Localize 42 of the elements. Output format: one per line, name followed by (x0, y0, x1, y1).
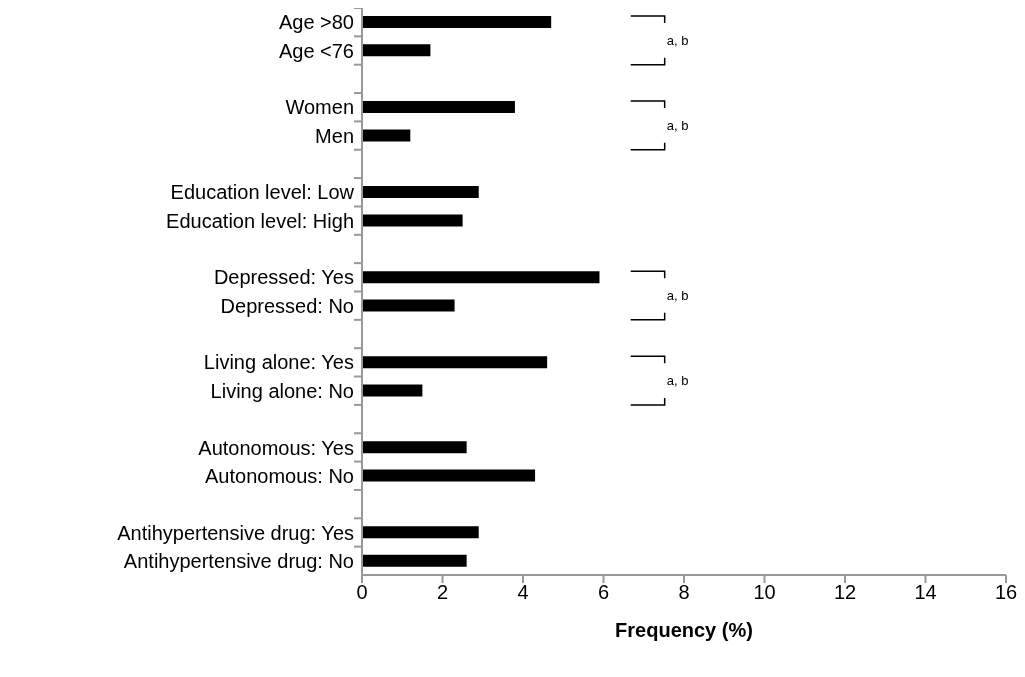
bar (362, 554, 467, 567)
x-tick-label: 10 (753, 581, 776, 604)
y-tick-label: Antihypertensive drug: No (123, 549, 354, 572)
annotation: a, b (666, 288, 689, 304)
bar (362, 129, 411, 142)
x-tick-label: 8 (678, 581, 690, 604)
bar (362, 441, 467, 454)
y-tick-label: Women (285, 96, 354, 119)
bar (362, 526, 479, 539)
annotation: a, b (666, 117, 689, 133)
y-tick-label: Living alone: Yes (203, 351, 354, 374)
x-tick-label: 4 (517, 581, 529, 604)
bar (362, 356, 548, 369)
y-tick-label: Living alone: No (210, 379, 354, 402)
x-tick-label: 2 (436, 581, 449, 604)
x-axis-title: Frequency (%) (615, 619, 753, 641)
x-tick-label: 0 (356, 581, 368, 604)
bar (362, 101, 515, 114)
y-tick-label: Autonomous: Yes (198, 436, 354, 459)
bar (362, 299, 455, 312)
x-tick-label: 6 (597, 581, 610, 604)
bar (362, 186, 479, 199)
annotation: a, b (666, 373, 689, 389)
x-tick-label: 12 (833, 581, 857, 604)
annotation: a, b (666, 32, 689, 48)
y-tick-label: Education level: High (166, 209, 354, 232)
x-tick-label: 14 (914, 581, 937, 604)
y-tick-label: Age <76 (278, 39, 354, 62)
y-tick-label: Depressed: Yes (213, 266, 354, 289)
bar (362, 469, 536, 482)
x-tick-label: 16 (994, 581, 1018, 604)
y-tick-label: Men (315, 124, 354, 147)
bar (362, 16, 552, 28)
y-tick-label: Depressed: No (220, 294, 354, 317)
y-tick-label: Autonomous: No (205, 464, 354, 487)
bar (362, 214, 463, 227)
bar (362, 44, 431, 57)
bar (362, 384, 423, 397)
bar (362, 271, 600, 284)
y-tick-label: Education level: Low (170, 181, 355, 204)
y-tick-label: Age >80 (278, 11, 354, 34)
y-tick-label: Antihypertensive drug: Yes (117, 521, 354, 544)
